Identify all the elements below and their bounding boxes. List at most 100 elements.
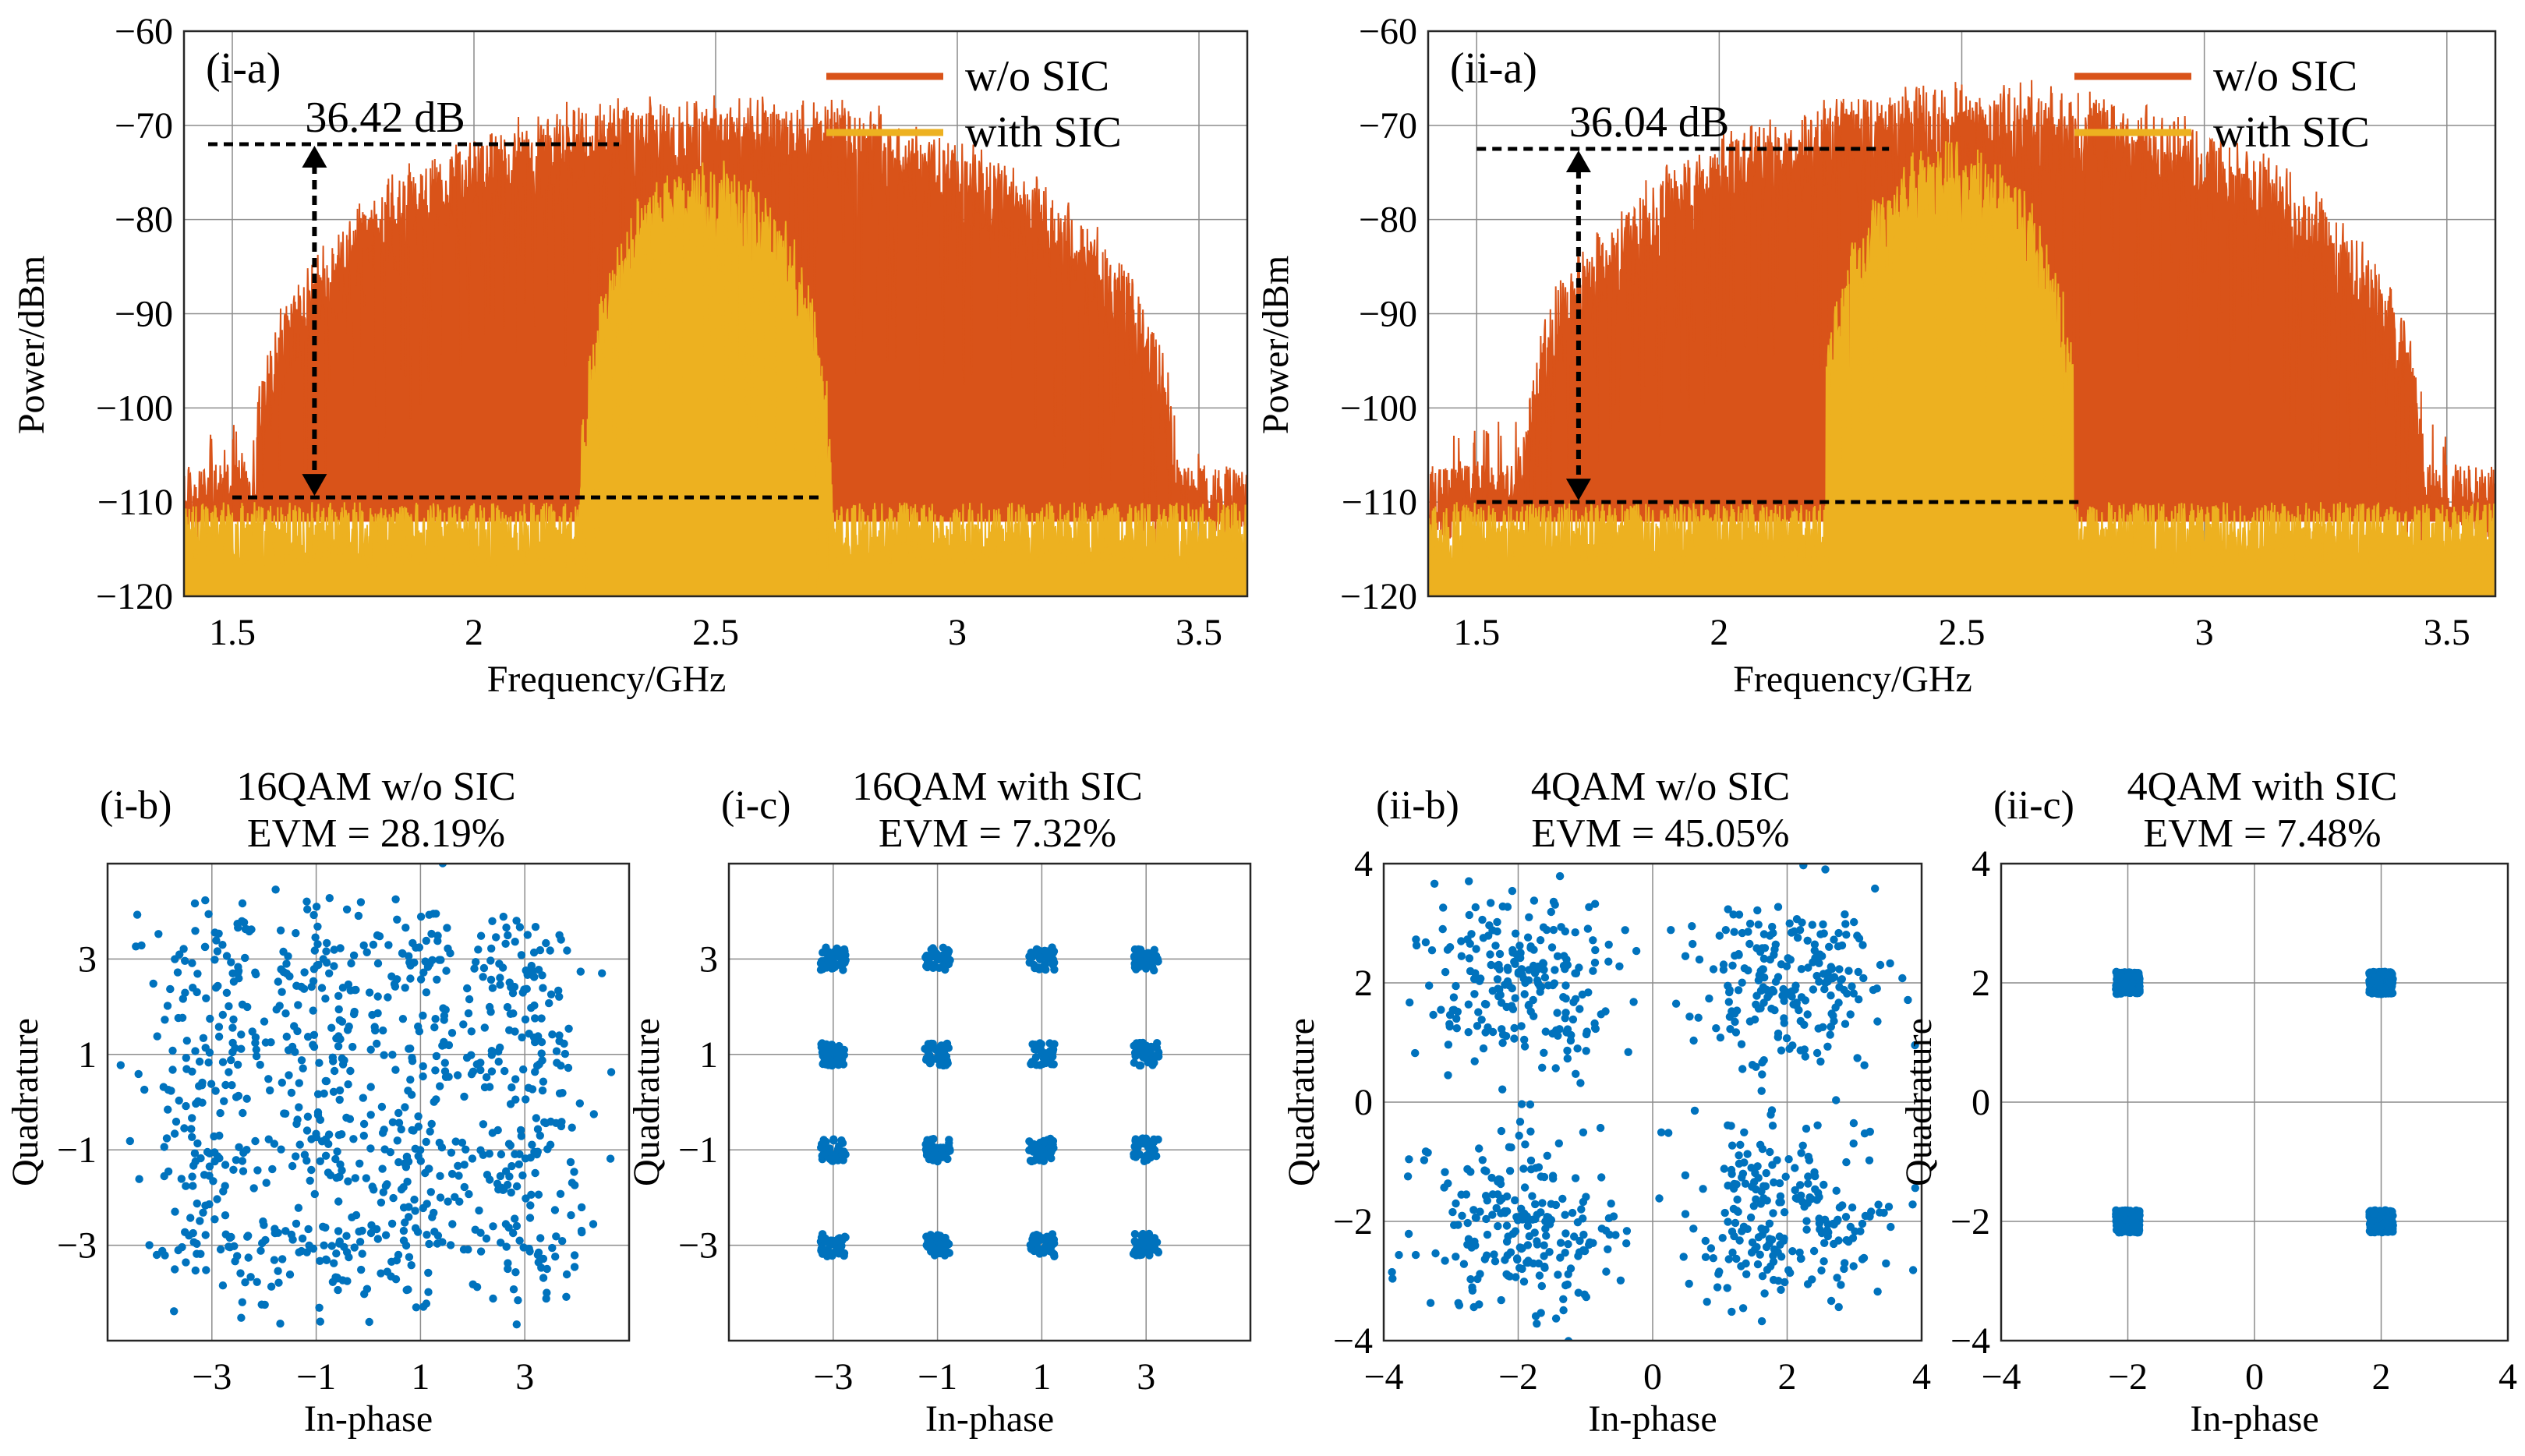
data-point	[1476, 1270, 1484, 1278]
data-point	[1529, 1012, 1537, 1020]
data-point	[350, 1010, 358, 1018]
data-point	[504, 931, 511, 939]
data-point	[256, 1247, 264, 1255]
data-point	[516, 923, 524, 931]
data-point	[567, 1211, 575, 1219]
data-point	[1832, 1096, 1840, 1104]
data-point	[438, 1041, 446, 1049]
data-point	[1507, 1143, 1515, 1151]
data-point	[339, 1060, 347, 1068]
data-point	[404, 1285, 412, 1293]
panel-label: (ii-a)	[1450, 44, 1537, 93]
data-point	[511, 1075, 519, 1083]
data-point	[343, 1277, 351, 1285]
data-point	[1728, 1166, 1735, 1174]
data-point	[360, 1290, 368, 1298]
data-point	[182, 1258, 189, 1266]
data-point	[1820, 1239, 1828, 1247]
data-point	[292, 1152, 299, 1160]
data-point	[1770, 951, 1777, 959]
x-tick-label: −2	[2108, 1356, 2148, 1398]
data-point	[1577, 1205, 1585, 1213]
data-point	[215, 1033, 223, 1041]
data-point	[347, 959, 355, 967]
data-point	[1563, 1047, 1571, 1055]
data-point	[476, 1147, 484, 1154]
data-point	[1882, 1260, 1890, 1267]
data-point	[1549, 1175, 1557, 1182]
data-point	[1559, 1295, 1567, 1303]
data-point	[191, 1150, 199, 1157]
data-point	[193, 1200, 201, 1207]
data-point	[1547, 1200, 1555, 1208]
panel-title: 16QAM w/o SIC	[236, 765, 515, 809]
data-point	[193, 1240, 200, 1248]
data-point	[1540, 1242, 1548, 1249]
data-point	[444, 945, 451, 952]
data-point	[1507, 1249, 1515, 1256]
data-point	[1755, 1174, 1763, 1182]
data-point	[1591, 946, 1599, 954]
data-point	[1470, 975, 1478, 983]
data-point	[314, 1090, 322, 1098]
data-point	[1621, 926, 1629, 934]
data-point	[382, 1232, 390, 1239]
data-point	[1538, 1064, 1546, 1072]
data-point	[1732, 1255, 1740, 1263]
data-point	[548, 1244, 556, 1252]
data-point	[1689, 1037, 1697, 1044]
data-point	[553, 1048, 561, 1055]
data-point	[1766, 931, 1774, 939]
data-point	[425, 911, 433, 919]
data-point	[408, 1090, 416, 1098]
data-point	[1554, 1270, 1561, 1278]
data-point	[344, 1177, 352, 1185]
data-point	[277, 927, 285, 935]
panel-evm: EVM = 45.05%	[1531, 811, 1789, 856]
data-point	[214, 947, 221, 955]
data-point	[1664, 1129, 1672, 1136]
data-point	[406, 1076, 414, 1083]
data-point	[1469, 1206, 1477, 1214]
data-point	[1584, 924, 1592, 932]
data-point	[1727, 1122, 1735, 1129]
data-point	[1545, 1248, 1553, 1256]
data-point	[527, 1004, 535, 1012]
data-point	[1842, 1158, 1850, 1166]
data-point	[1028, 1240, 1036, 1248]
data-point	[1791, 985, 1798, 993]
data-point	[221, 1211, 229, 1219]
data-point	[539, 1078, 547, 1086]
data-point	[271, 1256, 278, 1263]
panel-evm: EVM = 28.19%	[247, 811, 505, 856]
data-point	[1724, 1182, 1731, 1189]
data-point	[182, 1065, 190, 1073]
x-tick-label: 3	[2195, 612, 2214, 653]
data-point	[1797, 1255, 1805, 1263]
data-point	[1495, 965, 1503, 973]
data-point	[1032, 1045, 1040, 1053]
data-point	[359, 1094, 367, 1101]
data-point	[1138, 1249, 1146, 1256]
data-point	[424, 1288, 432, 1296]
data-point	[1481, 1255, 1489, 1263]
data-point	[384, 993, 391, 1001]
data-point	[414, 1112, 422, 1120]
data-point	[507, 1189, 515, 1196]
data-point	[314, 1111, 322, 1119]
data-point	[487, 976, 495, 984]
data-point	[191, 899, 199, 907]
data-point	[1688, 922, 1696, 930]
data-point	[161, 1016, 168, 1023]
data-point	[481, 1023, 489, 1031]
data-point	[1755, 921, 1763, 928]
data-point	[488, 1047, 496, 1055]
data-point	[1786, 920, 1794, 928]
data-point	[477, 932, 485, 940]
data-point	[1561, 928, 1569, 935]
data-point	[1841, 910, 1848, 918]
data-point	[598, 970, 606, 977]
data-point	[1719, 1234, 1727, 1242]
data-point	[1525, 914, 1533, 921]
data-point	[511, 938, 519, 945]
